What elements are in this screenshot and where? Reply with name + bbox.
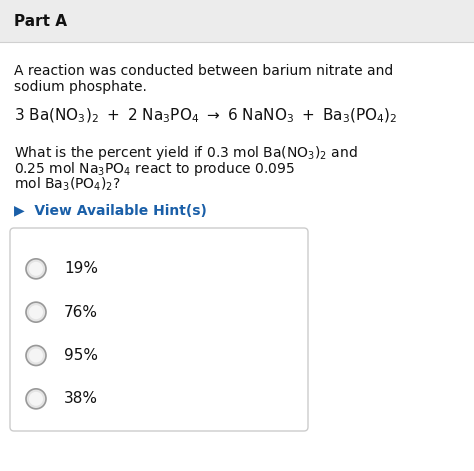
Text: A reaction was conducted between barium nitrate and: A reaction was conducted between barium … bbox=[14, 64, 393, 78]
Circle shape bbox=[26, 302, 46, 322]
Text: ▶  View Available Hint(s): ▶ View Available Hint(s) bbox=[14, 204, 207, 218]
Circle shape bbox=[29, 392, 43, 406]
Text: mol $\mathrm{Ba_3(PO_4)_2}$?: mol $\mathrm{Ba_3(PO_4)_2}$? bbox=[14, 176, 121, 194]
Circle shape bbox=[29, 349, 43, 363]
Text: 38%: 38% bbox=[64, 391, 98, 406]
Circle shape bbox=[26, 259, 46, 279]
FancyBboxPatch shape bbox=[10, 228, 308, 431]
FancyBboxPatch shape bbox=[0, 0, 474, 42]
Text: 19%: 19% bbox=[64, 261, 98, 276]
Circle shape bbox=[29, 305, 43, 319]
Text: 0.25 mol $\mathrm{Na_3PO_4}$ react to produce 0.095: 0.25 mol $\mathrm{Na_3PO_4}$ react to pr… bbox=[14, 160, 295, 178]
Text: 95%: 95% bbox=[64, 348, 98, 363]
Text: What is the percent yield if 0.3 mol $\mathrm{Ba(NO_3)_2}$ and: What is the percent yield if 0.3 mol $\m… bbox=[14, 144, 358, 162]
Circle shape bbox=[26, 346, 46, 365]
Text: Part A: Part A bbox=[14, 14, 67, 29]
Circle shape bbox=[26, 389, 46, 409]
Text: 76%: 76% bbox=[64, 305, 98, 320]
Text: $3\ \mathrm{Ba(NO_3)_2\ +\ 2\ Na_3PO_4\ \rightarrow\ 6\ NaNO_3\ +\ Ba_3(PO_4)_2}: $3\ \mathrm{Ba(NO_3)_2\ +\ 2\ Na_3PO_4\ … bbox=[14, 107, 398, 125]
Text: sodium phosphate.: sodium phosphate. bbox=[14, 80, 147, 94]
Circle shape bbox=[29, 262, 43, 276]
